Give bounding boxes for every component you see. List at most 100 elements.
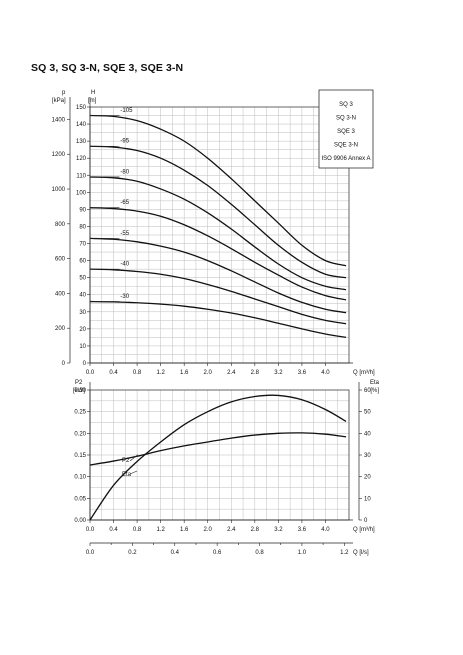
ls-tick-label: 0.0 (86, 550, 95, 556)
eta-tick-label: 60 (364, 388, 371, 394)
head-tick-label: 130 (76, 139, 87, 145)
ls-axis-label: Q [l/s] (353, 550, 369, 556)
head-curve-label: -65 (120, 200, 129, 206)
head-tick-label: 0 (83, 361, 87, 367)
ls-tick-label: 0.2 (128, 550, 137, 556)
flow-tick-label: 2.8 (251, 527, 260, 533)
pressure-tick-label: 1400 (52, 117, 66, 123)
head-tick-label: 10 (79, 344, 86, 350)
power-tick-label: 0.05 (74, 496, 86, 502)
flow-tick-label: 3.2 (274, 370, 283, 376)
flow-tick-label: 1.2 (156, 527, 165, 533)
power-tick-label: 0.30 (74, 388, 86, 394)
efficiency-curve-label: Eta (122, 472, 132, 478)
flow-tick-label: 2.4 (227, 370, 236, 376)
flow-tick-label: 3.2 (274, 527, 283, 533)
power-curve-leader (129, 454, 139, 462)
head-tick-label: 50 (79, 276, 86, 282)
efficiency-curve-leader (129, 470, 138, 475)
power-axis-unit: [kW] (73, 388, 85, 394)
head-curve-label: -95 (120, 139, 129, 145)
ls-tick-label: 0.4 (171, 550, 180, 556)
flow-tick-label: 0.8 (133, 370, 142, 376)
head-curve-label: -80 (120, 169, 129, 175)
head-tick-label: 90 (79, 207, 86, 213)
power-curve-label: P2 (122, 458, 130, 464)
ls-tick-label: 1.2 (340, 550, 349, 556)
head-tick-label: 60 (79, 259, 86, 265)
power-tick-label: 0.10 (74, 475, 86, 481)
eta-tick-label: 40 (364, 431, 371, 437)
eta-tick-label: 50 (364, 410, 371, 416)
flow-tick-label: 1.6 (180, 527, 189, 533)
head-tick-label: 150 (76, 105, 87, 111)
eta-tick-label: 20 (364, 475, 371, 481)
head-curve-stage-30 (89, 300, 347, 339)
power-tick-label: 0.00 (74, 518, 86, 524)
head-tick-label: 120 (76, 156, 87, 162)
flow-tick-label: 3.6 (298, 370, 307, 376)
head-tick-label: 100 (76, 190, 87, 196)
power-tick-label: 0.15 (74, 453, 86, 459)
head-tick-label: 80 (79, 224, 86, 230)
head-axis-label: H (91, 90, 95, 96)
ls-tick-label: 0.8 (255, 550, 264, 556)
head-curve-label: -30 (120, 294, 129, 300)
model-label: SQE 3-N (334, 143, 358, 149)
flow-tick-label: 4.0 (321, 527, 330, 533)
eta-tick-label: 0 (364, 518, 368, 524)
power-tick-label: 0.25 (74, 410, 86, 416)
head-curve-label: -40 (120, 262, 129, 268)
flow-axis-label: Q [m³/h] (353, 370, 375, 376)
flow-tick-label: 4.0 (321, 370, 330, 376)
model-label: SQ 3-N (336, 116, 356, 122)
head-curve-stage-65 (89, 207, 347, 301)
flow-tick-label: 2.0 (204, 527, 213, 533)
pressure-tick-label: 1000 (52, 187, 66, 193)
efficiency-curve (89, 394, 347, 521)
head-tick-label: 140 (76, 122, 87, 128)
eta-axis-label: Eta (370, 380, 380, 386)
head-tick-label: 40 (79, 293, 86, 299)
flow-tick-label: 0.8 (133, 527, 142, 533)
head-curve-stage-95 (89, 145, 347, 279)
model-legend-box (318, 89, 374, 169)
flow-tick-label: 0.4 (109, 527, 118, 533)
head-curve-stage-55 (89, 237, 347, 314)
pressure-tick-label: 800 (55, 222, 66, 228)
head-curve-label: -105 (120, 108, 133, 114)
ls-tick-label: 0.6 (213, 550, 222, 556)
head-tick-label: 20 (79, 327, 86, 333)
eta-axis-unit: [%] (370, 388, 379, 394)
flow-tick-label: 1.6 (180, 370, 189, 376)
head-curve-stage-80 (89, 176, 347, 291)
flow-tick-label: 1.2 (156, 370, 165, 376)
flow-tick-label: 2.4 (227, 527, 236, 533)
head-curve-stage-40 (89, 268, 347, 325)
pressure-axis-label: p (62, 90, 66, 96)
flow-tick-label: 2.8 (251, 370, 260, 376)
flow-tick-label: 0.0 (86, 370, 95, 376)
head-tick-label: 30 (79, 310, 86, 316)
eta-tick-label: 30 (364, 453, 371, 459)
pressure-tick-label: 0 (62, 361, 66, 367)
page-title: SQ 3, SQ 3-N, SQE 3, SQE 3-N (31, 62, 184, 74)
head-tick-label: 110 (76, 173, 86, 179)
pressure-tick-label: 600 (55, 257, 66, 263)
flow-tick-label: 0.0 (86, 527, 95, 533)
flow-tick-label: 2.0 (204, 370, 213, 376)
power-axis-label: P2 (75, 380, 83, 386)
model-label: SQE 3 (337, 129, 355, 135)
model-label: SQ 3 (339, 102, 353, 108)
head-curve-stage-105 (89, 114, 347, 267)
head-curve-label: -55 (120, 231, 129, 237)
ls-tick-label: 1.0 (298, 550, 307, 556)
head-tick-label: 70 (79, 242, 86, 248)
head-axis-unit: [m] (88, 98, 97, 104)
pressure-tick-label: 200 (55, 326, 66, 332)
power-tick-label: 0.20 (74, 431, 86, 437)
standard-label: ISO 9906 Annex A (321, 156, 370, 162)
eta-tick-label: 10 (364, 496, 371, 502)
flow-tick-label: 3.6 (298, 527, 307, 533)
